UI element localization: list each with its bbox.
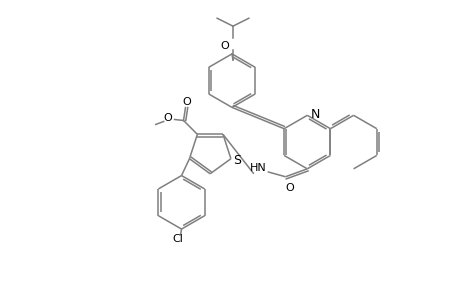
Text: O: O bbox=[163, 112, 172, 122]
Text: O: O bbox=[182, 97, 190, 107]
Text: O: O bbox=[220, 41, 229, 51]
Text: S: S bbox=[232, 154, 241, 167]
Text: N: N bbox=[311, 108, 320, 121]
Text: O: O bbox=[285, 183, 293, 193]
Text: HN: HN bbox=[250, 163, 267, 173]
Text: Cl: Cl bbox=[172, 234, 183, 244]
